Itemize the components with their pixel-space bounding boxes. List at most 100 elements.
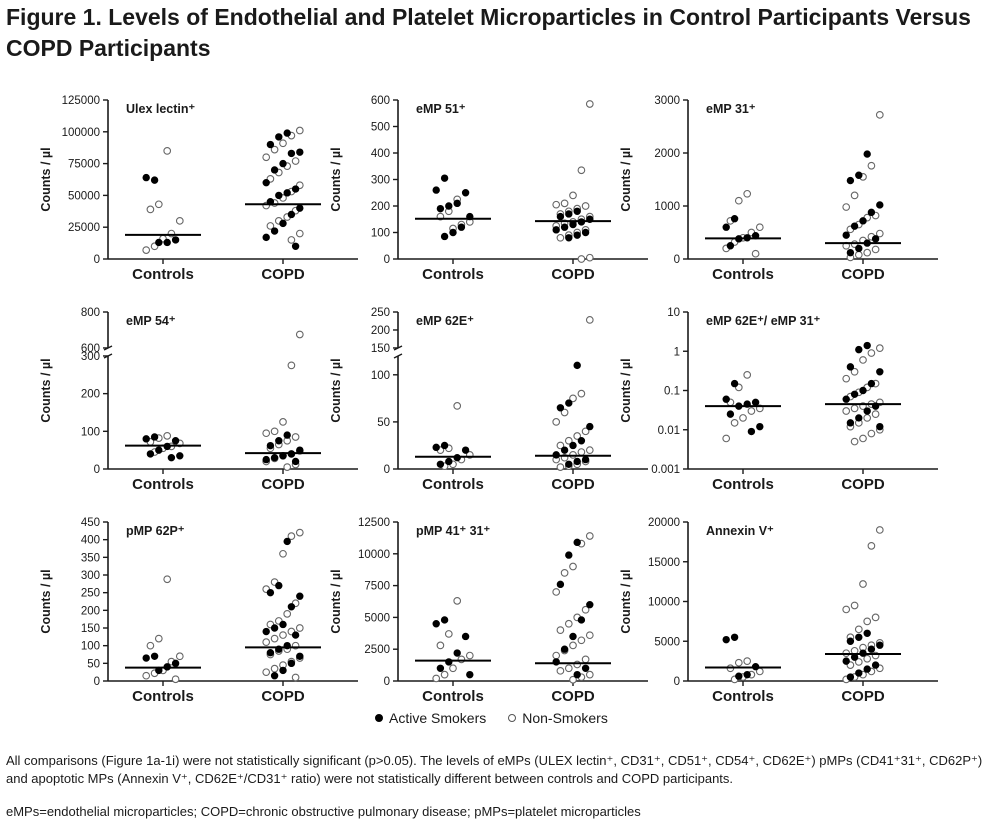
active-smoker-point — [863, 665, 871, 673]
y-tick-label: 75000 — [68, 159, 100, 171]
non-smoker-point — [585, 446, 594, 455]
y-tick-label: 10000 — [358, 549, 390, 561]
non-smoker-point — [875, 110, 884, 119]
active-smoker-point — [730, 379, 739, 388]
x-tick-label: COPD — [261, 476, 305, 493]
y-tick-label: 100 — [81, 641, 100, 653]
active-smoker-point — [846, 248, 855, 257]
y-tick-label: 125000 — [62, 95, 100, 107]
active-smoker-point — [171, 437, 180, 445]
active-smoker-point — [573, 207, 581, 215]
non-smoker-point — [279, 549, 287, 558]
non-smoker-point — [465, 651, 474, 660]
active-smoker-point — [556, 212, 565, 221]
x-tick-label: Controls — [132, 476, 194, 493]
active-smoker-point — [275, 133, 283, 141]
active-smoker-point — [436, 204, 445, 213]
non-smoker-point — [573, 660, 582, 669]
non-smoker-point — [743, 657, 752, 665]
non-smoker-point — [291, 433, 300, 441]
active-smoker-point — [283, 537, 291, 546]
non-smoker-point — [842, 605, 851, 614]
panel-title: eMP 54⁺ — [126, 314, 176, 328]
non-smoker-point — [850, 404, 859, 413]
y-tick-label: 0 — [94, 676, 100, 688]
active-smoker-point — [846, 637, 855, 645]
non-smoker-point — [552, 651, 561, 660]
non-smoker-point — [449, 664, 457, 673]
active-smoker-point — [142, 173, 150, 182]
active-smoker-point — [842, 395, 850, 403]
x-tick-label: COPD — [841, 266, 885, 283]
non-smoker-point — [585, 631, 594, 640]
non-smoker-point — [262, 429, 271, 438]
non-smoker-point — [573, 432, 582, 440]
y-tick-label: 0 — [94, 254, 100, 266]
non-smoker-point — [751, 249, 760, 258]
active-smoker-point — [842, 231, 850, 239]
active-smoker-point — [453, 649, 461, 657]
non-smoker-point — [270, 664, 279, 673]
open-circle-icon — [508, 714, 517, 722]
active-smoker-point — [279, 219, 287, 228]
active-smoker-point — [855, 414, 863, 422]
y-axis-label: Counts / µl — [619, 358, 633, 422]
y-tick-label: 200 — [371, 325, 390, 337]
abbreviations-note: eMPs=endothelial microparticles; COPD=ch… — [6, 804, 641, 819]
y-tick-label: 12500 — [358, 517, 390, 529]
active-smoker-point — [855, 345, 863, 354]
active-smoker-point — [296, 148, 304, 156]
non-smoker-point — [453, 597, 462, 605]
y-tick-label: 20000 — [648, 517, 680, 529]
non-smoker-point — [453, 402, 462, 410]
x-tick-label: Controls — [712, 688, 774, 705]
active-smoker-point — [445, 457, 453, 466]
axis-break-mark — [393, 353, 403, 359]
non-smoker-point — [585, 253, 594, 262]
non-smoker-point — [569, 641, 577, 650]
y-tick-label: 350 — [81, 552, 100, 564]
y-tick-label: 2500 — [364, 644, 390, 656]
active-smoker-point — [279, 620, 287, 629]
y-tick-label: 0.001 — [651, 464, 680, 476]
y-tick-label: 200 — [81, 605, 100, 617]
active-smoker-point — [262, 233, 270, 242]
non-smoker-point — [577, 448, 586, 456]
legend-non-smokers: Non-Smokers — [508, 710, 608, 726]
active-smoker-point — [556, 580, 565, 589]
non-smoker-point — [850, 437, 859, 446]
non-smoker-point — [739, 414, 747, 422]
y-tick-label: 400 — [371, 148, 390, 160]
active-smoker-point — [743, 670, 751, 679]
non-smoker-point — [842, 203, 851, 211]
non-smoker-point — [295, 126, 304, 135]
active-smoker-point — [871, 661, 880, 669]
active-smoker-point — [432, 443, 440, 452]
active-smoker-point — [291, 242, 300, 250]
y-tick-label: 500 — [371, 122, 390, 134]
active-smoker-point — [287, 659, 296, 668]
non-smoker-point — [295, 624, 304, 632]
non-smoker-point — [556, 666, 565, 675]
non-smoker-point — [875, 229, 884, 238]
active-smoker-point — [565, 234, 573, 242]
non-smoker-point — [842, 407, 851, 415]
y-tick-label: 100000 — [62, 127, 100, 139]
non-smoker-point — [556, 233, 565, 242]
non-smoker-point — [850, 601, 859, 610]
y-tick-label: 800 — [81, 307, 100, 319]
active-smoker-point — [436, 664, 445, 672]
y-tick-label: 50 — [87, 658, 100, 670]
legend-active-smokers: Active Smokers — [375, 710, 486, 726]
y-tick-label: 10000 — [648, 597, 680, 609]
y-axis-label: Counts / µl — [39, 569, 53, 633]
non-smoker-point — [569, 191, 577, 200]
active-smoker-point — [150, 652, 159, 660]
active-smoker-point — [296, 204, 304, 212]
non-smoker-point — [262, 668, 271, 677]
non-smoker-point — [875, 344, 884, 352]
non-smoker-point — [585, 100, 594, 108]
non-smoker-point — [867, 429, 876, 438]
non-smoker-point — [581, 427, 590, 436]
x-tick-label: Controls — [712, 266, 774, 283]
